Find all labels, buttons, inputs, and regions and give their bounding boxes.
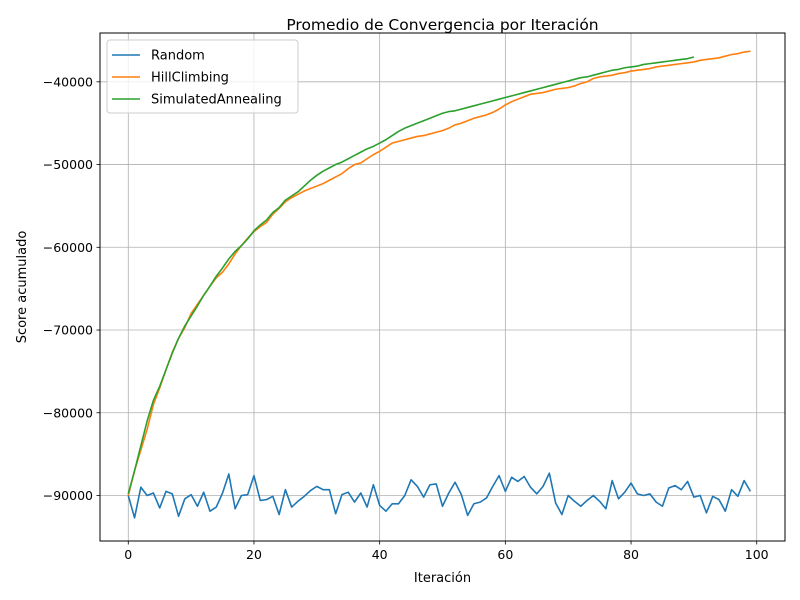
series-lines (127, 50, 752, 519)
x-axis-label: Iteración (414, 571, 471, 586)
x-tick-label: 20 (246, 547, 262, 562)
x-tick-label: 40 (372, 547, 388, 562)
y-tick-label: −80000 (43, 405, 93, 420)
axis-ticks: 0 20 40 60 80 100 −90000 −80000 −70000 −60000 −500… (43, 74, 769, 562)
legend: Random HillClimbing SimulatedAnnealing (106, 39, 299, 114)
y-tick-label: −40000 (43, 74, 93, 89)
plot-frame (99, 32, 786, 542)
x-tick-label: 0 (124, 547, 132, 562)
y-axis-label: Score acumulado (15, 231, 30, 344)
series-line-random (127, 472, 752, 519)
x-tick-label: 60 (497, 547, 513, 562)
legend-label-hillclimbing: HillClimbing (151, 71, 229, 86)
legend-label-random: Random (151, 49, 205, 64)
series-line-hillclimbing (127, 50, 751, 496)
x-tick-label: 100 (745, 547, 769, 562)
y-tick-label: −70000 (43, 323, 93, 338)
series-line-simulatedannealing (127, 56, 695, 495)
grid (100, 33, 785, 541)
legend-label-simulatedannealing: SimulatedAnnealing (151, 93, 282, 108)
y-tick-label: −60000 (43, 240, 93, 255)
y-tick-label: −90000 (43, 488, 93, 503)
legend-box (106, 39, 299, 114)
y-tick-label: −50000 (43, 157, 93, 172)
x-tick-label: 80 (623, 547, 639, 562)
chart-title: Promedio de Convergencia por Iteración (286, 16, 598, 34)
